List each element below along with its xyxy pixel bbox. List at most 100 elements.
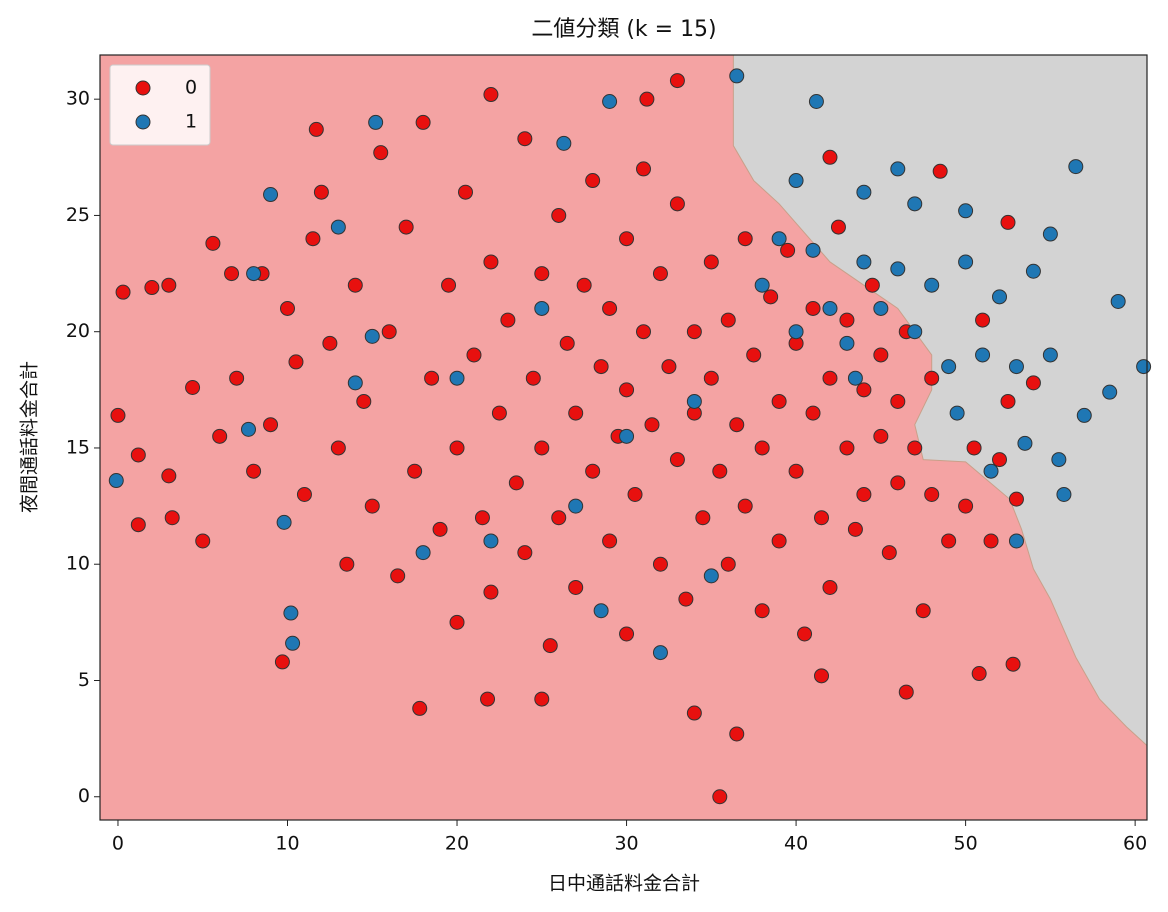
y-tick-label: 0 [78,785,90,807]
point [398,219,414,235]
point [814,668,830,684]
point [822,370,838,386]
point [652,266,668,282]
point [1000,214,1016,230]
point [1008,491,1024,507]
point [1008,359,1024,375]
point [652,556,668,572]
point [644,417,660,433]
point [873,347,889,363]
point [924,277,940,293]
point [602,94,618,110]
point [822,579,838,595]
point [907,196,923,212]
point [229,370,245,386]
point [771,533,787,549]
point [1042,347,1058,363]
point [407,463,423,479]
point [636,324,652,340]
point [754,603,770,619]
point [669,73,685,89]
point [602,300,618,316]
point [839,440,855,456]
point [669,452,685,468]
point [1000,393,1016,409]
point [308,121,324,137]
point [246,266,262,282]
point [1017,435,1033,451]
point [771,393,787,409]
point [347,277,363,293]
point [636,161,652,177]
point [661,359,677,375]
x-tick-label: 40 [784,833,808,855]
point [678,591,694,607]
point [856,184,872,200]
point [839,335,855,351]
point [449,614,465,630]
point [551,207,567,223]
point [619,231,635,247]
point [288,354,304,370]
x-axis-label: 日中通話料金合計 [548,873,700,895]
y-tick-label: 20 [66,320,90,342]
point [805,405,821,421]
point [115,284,131,300]
point [593,359,609,375]
x-tick-label: 60 [1123,833,1147,855]
point [941,359,957,375]
point [907,440,923,456]
point [907,324,923,340]
y-tick-label: 5 [78,669,90,691]
point [729,417,745,433]
point [263,417,279,433]
point [822,149,838,165]
point [890,393,906,409]
point [185,380,201,396]
point [720,556,736,572]
point [368,114,384,130]
point [941,533,957,549]
point [797,626,813,642]
point [830,219,846,235]
point [241,421,257,437]
x-tick-label: 0 [112,833,124,855]
point [508,475,524,491]
point [276,514,292,530]
point [144,280,160,296]
point [808,94,824,110]
y-tick-label: 25 [66,204,90,226]
point [483,533,499,549]
point [424,370,440,386]
point [890,161,906,177]
legend-label: 0 [185,77,197,99]
point [517,131,533,147]
point [992,452,1008,468]
point [108,473,124,489]
x-tick-label: 50 [954,833,978,855]
point [1008,533,1024,549]
point [551,510,567,526]
point [703,568,719,584]
legend-marker [135,114,151,130]
point [390,568,406,584]
point [881,545,897,561]
point [568,405,584,421]
point [958,203,974,219]
point [1042,226,1058,242]
point [1025,263,1041,279]
point [864,277,880,293]
legend: 01 [109,64,211,146]
point [720,312,736,328]
point [593,603,609,619]
point [703,370,719,386]
point [415,114,431,130]
point [924,370,940,386]
point [458,184,474,200]
point [432,521,448,537]
point [274,654,290,670]
point [576,277,592,293]
point [712,789,728,805]
point [686,393,702,409]
point [780,242,796,258]
